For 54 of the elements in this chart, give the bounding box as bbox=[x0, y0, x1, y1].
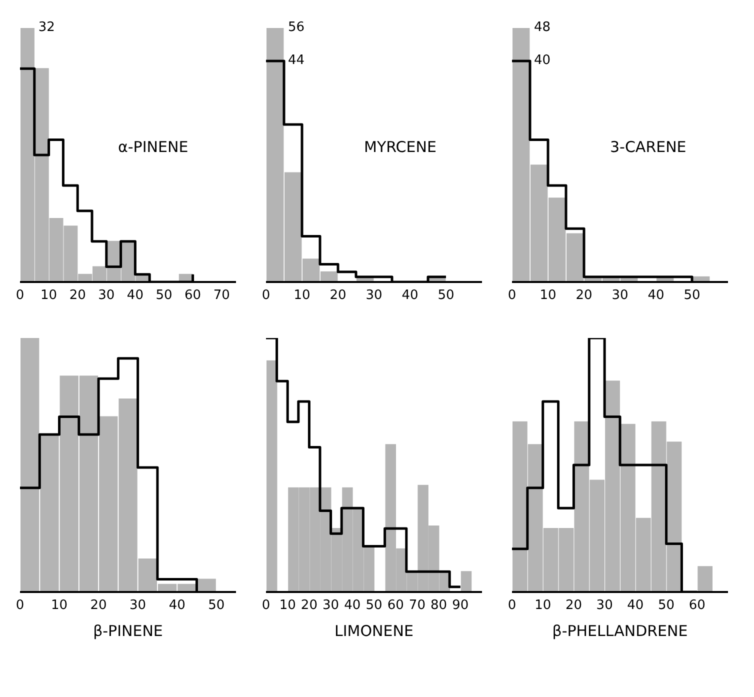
x-tick-label: 10 bbox=[40, 288, 58, 304]
x-tick-label: 40 bbox=[402, 288, 418, 304]
x-tick-label: 10 bbox=[540, 288, 556, 304]
x-tick-label: 10 bbox=[51, 598, 68, 614]
x-tick-label: 40 bbox=[126, 288, 144, 304]
x-tick-label: 50 bbox=[208, 598, 225, 614]
x-tick-label: 30 bbox=[322, 598, 340, 614]
x-tick-label: 40 bbox=[648, 288, 664, 304]
x-tick-label: 0 bbox=[508, 598, 516, 614]
annotation: 32 bbox=[38, 20, 55, 36]
x-axis-title: β-PHELLANDRENE bbox=[551, 622, 689, 640]
x-tick-label: 0 bbox=[16, 288, 24, 304]
x-tick-label: 20 bbox=[565, 598, 582, 614]
annotation: 44 bbox=[288, 53, 305, 70]
x-tick-label: 20 bbox=[300, 598, 318, 614]
x-tick-label: 30 bbox=[130, 598, 146, 614]
x-tick-label: 40 bbox=[627, 598, 644, 614]
x-tick-label: 30 bbox=[366, 288, 382, 304]
x-tick-label: 70 bbox=[213, 288, 230, 304]
x-tick-label: 50 bbox=[438, 288, 454, 304]
annotation: 56 bbox=[288, 20, 305, 36]
x-tick-label: 60 bbox=[387, 598, 404, 614]
x-tick-label: 60 bbox=[688, 598, 706, 614]
x-tick-label: 80 bbox=[430, 598, 448, 614]
text: α-PINENE bbox=[118, 138, 188, 156]
x-tick-label: 50 bbox=[366, 598, 382, 614]
x-tick-label: 0 bbox=[16, 598, 24, 614]
x-tick-label: 20 bbox=[90, 598, 107, 614]
text: MYRCENE bbox=[364, 138, 436, 156]
x-tick-label: 50 bbox=[156, 288, 172, 304]
x-tick-label: 70 bbox=[408, 598, 426, 614]
x-tick-label: 10 bbox=[279, 598, 296, 614]
x-axis-title: β-PINENE bbox=[92, 622, 164, 640]
x-tick-label: 40 bbox=[168, 598, 186, 614]
x-tick-label: 30 bbox=[612, 288, 628, 304]
x-tick-label: 20 bbox=[69, 288, 86, 304]
x-tick-label: 30 bbox=[596, 598, 613, 614]
x-tick-label: 20 bbox=[330, 288, 346, 304]
x-tick-label: 0 bbox=[262, 288, 270, 304]
x-tick-label: 20 bbox=[576, 288, 592, 304]
x-tick-label: 10 bbox=[294, 288, 310, 304]
text: 3-CARENE bbox=[610, 138, 686, 156]
x-tick-label: 10 bbox=[534, 598, 552, 614]
x-tick-label: 60 bbox=[184, 288, 202, 304]
x-tick-label: 0 bbox=[508, 288, 516, 304]
x-tick-label: 50 bbox=[658, 598, 675, 614]
annotation: 40 bbox=[534, 53, 551, 70]
x-tick-label: 30 bbox=[98, 288, 115, 304]
x-tick-label: 90 bbox=[452, 598, 469, 614]
x-tick-label: 40 bbox=[344, 598, 361, 614]
x-axis-title: LIMONENE bbox=[334, 622, 414, 640]
x-tick-label: 0 bbox=[262, 598, 270, 614]
x-tick-label: 50 bbox=[684, 288, 700, 304]
annotation: 48 bbox=[534, 20, 551, 36]
